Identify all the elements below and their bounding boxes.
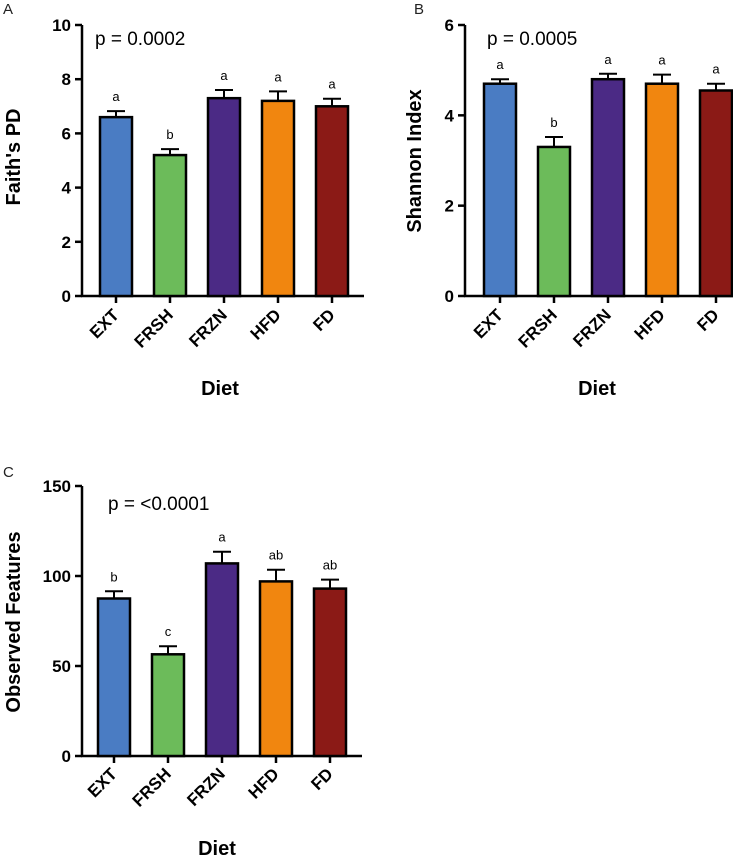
x-tick-label-ext: EXT (470, 305, 507, 342)
x-tick-label-frzn: FRZN (569, 305, 614, 350)
bar-frzn (204, 562, 240, 758)
y-axis-title: Faith's PD (3, 109, 25, 206)
bar-frsh (536, 145, 572, 298)
bar-ext (98, 115, 134, 298)
bar-frsh (150, 653, 186, 758)
x-tick-label-fd: FD (307, 764, 336, 793)
x-tick-label-ext: EXT (86, 305, 123, 342)
panel-a-faiths-pd-chart: A p = 0.0002 Diet Faith's PD 0 2 4 6 8 10 a EXT… (3, 1, 364, 400)
bar-hfd (258, 580, 294, 758)
y-tick-label: 100 (43, 567, 71, 586)
significance-label-ext: a (112, 89, 120, 104)
x-tick-label-hfd: HFD (247, 305, 285, 343)
x-tick-label-frzn: FRZN (185, 305, 230, 350)
p-value-annotation: p = <0.0001 (108, 494, 209, 515)
panel-c-observed-features-chart: C p = <0.0001 Diet Observed Features 0 50… (3, 464, 362, 860)
y-axis-title: Shannon Index (404, 89, 426, 232)
y-tick-label: 6 (62, 124, 71, 143)
significance-label-frzn: a (604, 52, 612, 67)
p-value-annotation: p = 0.0005 (487, 29, 577, 50)
significance-label-hfd: a (658, 53, 666, 68)
x-tick-label-frzn: FRZN (183, 764, 228, 809)
significance-label-frzn: a (218, 530, 226, 545)
y-tick-label: 50 (52, 657, 71, 676)
x-axis-title: Diet (198, 838, 236, 858)
y-tick-label: 150 (43, 477, 71, 496)
x-tick-label-hfd: HFD (245, 764, 283, 802)
x-tick-label-frsh: FRSH (515, 305, 561, 351)
significance-label-fd: ab (323, 558, 337, 573)
y-tick-label: 0 (445, 287, 454, 306)
bar-fd (314, 105, 350, 298)
bar-hfd (260, 99, 296, 298)
significance-label-frsh: b (550, 115, 557, 130)
x-tick-label-fd: FD (693, 305, 722, 334)
panel-letter-c: C (3, 464, 14, 481)
bar-ext (482, 82, 518, 298)
y-axis-title: Observed Features (3, 531, 25, 712)
significance-label-frzn: a (220, 68, 228, 83)
y-tick-label: 2 (62, 233, 71, 252)
x-tick-label-fd: FD (309, 305, 338, 334)
bar-frzn (206, 96, 242, 298)
significance-label-ext: a (496, 57, 504, 72)
y-tick-label: 2 (445, 197, 454, 216)
bar-frzn (590, 77, 626, 298)
y-tick-label: 0 (62, 747, 71, 766)
bar-ext (96, 597, 132, 758)
p-value-annotation: p = 0.0002 (95, 29, 185, 50)
x-axis-title: Diet (578, 378, 616, 400)
bar-fd (698, 89, 733, 298)
panel-letter-b: B (414, 1, 424, 18)
y-tick-label: 4 (445, 106, 455, 125)
significance-label-ext: b (110, 569, 117, 584)
bar-frsh (152, 153, 188, 298)
significance-label-hfd: ab (269, 548, 283, 563)
x-tick-label-frsh: FRSH (129, 764, 175, 810)
bar-hfd (644, 82, 680, 298)
x-tick-label-hfd: HFD (631, 305, 669, 343)
significance-label-fd: a (328, 77, 336, 92)
x-tick-label-ext: EXT (84, 764, 121, 801)
significance-label-frsh: c (165, 624, 172, 639)
panel-letter-a: A (3, 1, 13, 18)
y-tick-label: 10 (52, 16, 71, 35)
y-tick-label: 4 (62, 179, 72, 198)
y-tick-label: 0 (62, 287, 71, 306)
bar-fd (312, 587, 348, 758)
y-tick-label: 8 (62, 70, 71, 89)
x-tick-label-frsh: FRSH (131, 305, 177, 351)
panel-b-shannon-index-chart: B p = 0.0005 Diet Shannon Index 0 2 4 6 a EXT… (404, 1, 733, 400)
significance-label-hfd: a (274, 69, 282, 84)
y-tick-label: 6 (445, 16, 454, 35)
x-axis-title: Diet (201, 378, 239, 400)
significance-label-fd: a (712, 62, 720, 77)
significance-label-frsh: b (166, 127, 173, 142)
